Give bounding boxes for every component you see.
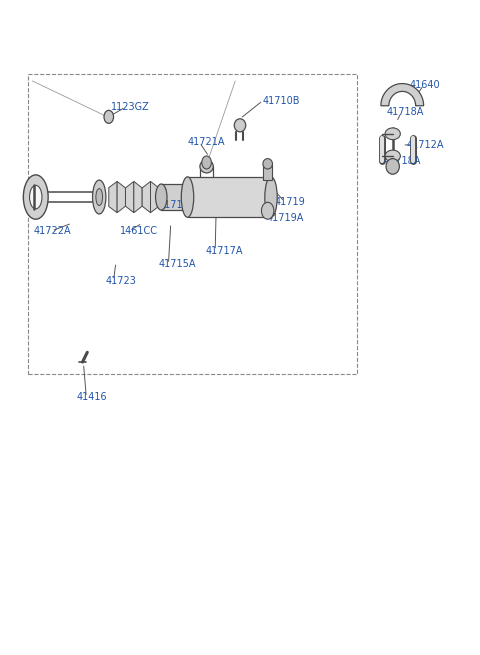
- Text: 41718A: 41718A: [383, 155, 420, 166]
- Ellipse shape: [30, 185, 42, 209]
- Polygon shape: [125, 181, 134, 213]
- Text: 41723: 41723: [106, 276, 136, 286]
- Ellipse shape: [24, 175, 48, 219]
- Ellipse shape: [93, 180, 106, 214]
- Ellipse shape: [156, 184, 167, 210]
- Bar: [28, 75, 357, 375]
- Ellipse shape: [234, 119, 246, 132]
- Text: 41719: 41719: [275, 196, 306, 206]
- Ellipse shape: [104, 110, 114, 123]
- Bar: [161, 184, 188, 210]
- Polygon shape: [151, 181, 159, 213]
- Ellipse shape: [385, 150, 400, 162]
- Ellipse shape: [202, 156, 211, 169]
- Text: 41722A: 41722A: [34, 226, 72, 236]
- Polygon shape: [134, 181, 142, 213]
- Text: 1123GZ: 1123GZ: [111, 102, 150, 112]
- Ellipse shape: [263, 159, 273, 169]
- Polygon shape: [109, 181, 117, 213]
- Text: 41718A: 41718A: [387, 107, 424, 117]
- Ellipse shape: [96, 189, 103, 206]
- Bar: [263, 164, 273, 180]
- Ellipse shape: [181, 177, 194, 217]
- Text: 41717A: 41717A: [205, 246, 243, 255]
- Ellipse shape: [386, 159, 399, 174]
- Polygon shape: [381, 84, 424, 105]
- Ellipse shape: [385, 128, 400, 140]
- Ellipse shape: [262, 202, 274, 219]
- Ellipse shape: [265, 177, 277, 217]
- Text: 41721A: 41721A: [188, 138, 225, 147]
- Text: 41713: 41713: [159, 200, 190, 210]
- Polygon shape: [142, 181, 151, 213]
- Text: 41710B: 41710B: [263, 96, 300, 105]
- Text: 41640: 41640: [409, 80, 440, 90]
- Text: 41719A: 41719A: [266, 213, 304, 223]
- Text: 41416: 41416: [77, 392, 108, 402]
- Bar: [188, 177, 271, 217]
- Text: 41712A: 41712A: [406, 140, 444, 150]
- Text: 41715A: 41715A: [159, 259, 196, 269]
- Ellipse shape: [200, 160, 213, 173]
- Polygon shape: [117, 181, 125, 213]
- Text: 1461CC: 1461CC: [120, 226, 158, 236]
